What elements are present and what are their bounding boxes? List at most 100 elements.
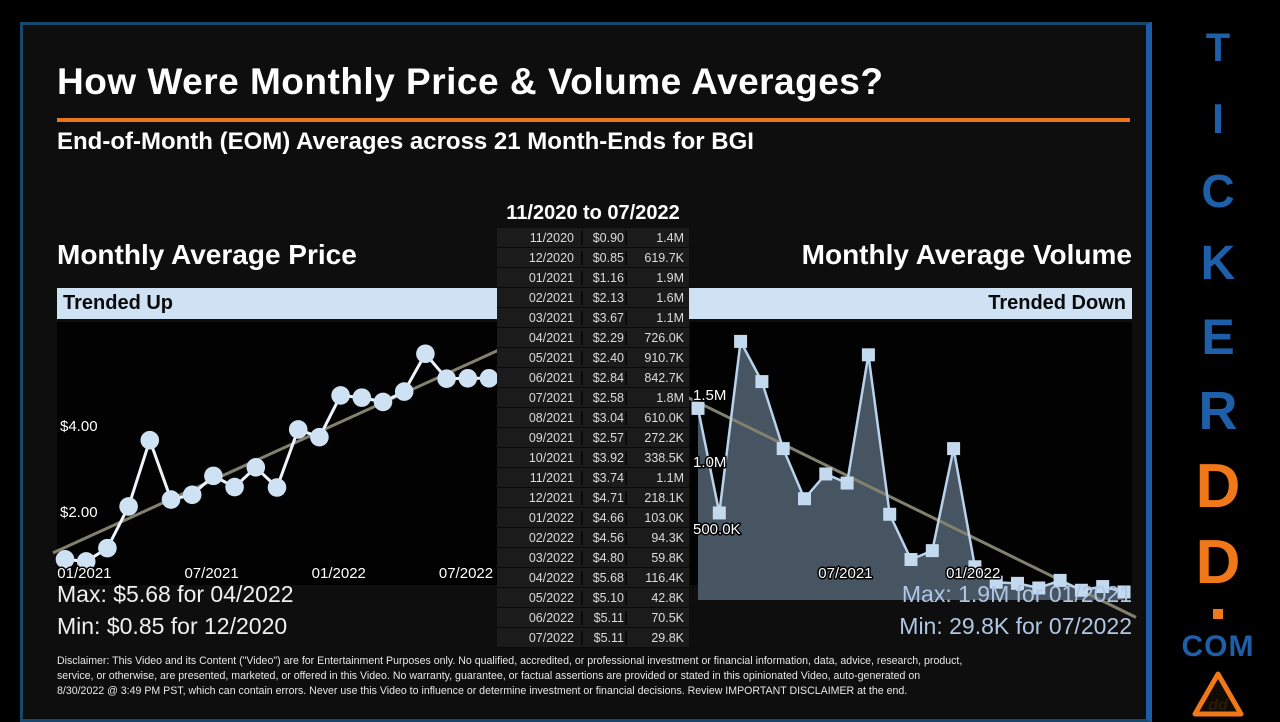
table-row: 02/2021 $2.13 1.6M [497,288,689,307]
brand-letter: T [1205,26,1231,70]
volume-cell: 1.1M [625,470,689,485]
volume-point [819,467,833,481]
disclaimer-line: 8/30/2022 @ 3:49 PM PST, which can conta… [57,684,908,697]
page-subtitle: End-of-Month (EOM) Averages across 21 Mo… [57,128,754,155]
price-x-tick: 01/2021 [57,565,111,582]
volume-y-tick: 500.0K [693,521,741,538]
month-cell: 02/2021 [528,290,574,305]
volume-point [1096,580,1110,594]
trend-down-label: Trended Down [988,292,1126,314]
month-cell: 01/2021 [528,270,574,285]
price-point [373,392,393,412]
eom-table-body: 11/2020 $0.90 1.4M 12/2020 $0.85 619.7K 01/202… [497,228,689,648]
disclaimer-line: Disclaimer: This Video and its Content (… [57,655,963,667]
table-row: 02/2022 $4.56 94.3K [497,528,689,547]
volume-cell: 619.7K [625,250,689,265]
table-row: 05/2022 $5.10 42.8K [497,588,689,607]
month-cell: 02/2022 [528,530,574,545]
volume-point [712,506,726,520]
brand-letter: C [1201,165,1235,217]
table-row: 11/2020 $0.90 1.4M [497,228,689,247]
brand-com-label: COM [1181,630,1255,663]
price-x-tick: 01/2022 [312,565,366,582]
price-cell: $2.57 [581,430,625,445]
price-cell: $1.16 [581,270,625,285]
month-cell: 12/2020 [528,250,574,265]
brand-letter: D [1195,452,1241,521]
price-cell: $2.29 [581,330,625,345]
volume-point [947,442,961,456]
brand-dot [1213,609,1223,619]
warning-triangle-dd-icon: dd [1192,671,1244,717]
price-point [267,478,287,497]
volume-cell: 218.1K [625,490,689,505]
price-cell: $5.11 [581,630,625,645]
volume-area-fill [698,341,1124,600]
trend-up-label: Trended Up [63,292,174,314]
month-cell: 05/2022 [528,590,574,605]
volume-point [1032,581,1046,595]
price-point [437,369,456,388]
volume-cell: 29.8K [625,630,689,645]
price-point [76,552,96,571]
price-cell: $2.13 [581,290,625,305]
table-row: 11/2021 $3.74 1.1M [497,468,689,487]
table-row: 07/2021 $2.58 1.8M [497,388,689,407]
price-y-tick: $2.00 [60,504,98,521]
table-row: 06/2021 $2.84 842.7K [497,368,689,387]
volume-chart-svg: 1.5M 1.0M 500.0K 07/2021 01/2022 [685,334,1137,619]
price-cell: $3.92 [581,450,625,465]
title-divider [57,118,1130,122]
price-point [458,368,478,388]
volume-cell: 338.5K [625,450,689,465]
price-point [479,368,499,388]
price-y-tick: $4.00 [60,418,98,435]
brand-letter: R [1198,381,1238,441]
month-cell: 03/2022 [528,550,574,565]
volume-point [691,401,705,415]
volume-x-tick: 01/2022 [946,565,1000,582]
table-row: 08/2021 $3.04 610.0K [497,408,689,427]
price-cell: $2.58 [581,390,625,405]
price-point [204,466,223,486]
volume-cell: 1.9M [625,270,689,285]
svg-text:dd: dd [1208,697,1229,714]
month-cell: 11/2020 [529,230,574,245]
month-cell: 06/2021 [528,370,574,385]
month-cell: 04/2021 [528,330,574,345]
table-date-range-title: 11/2020 to 07/2022 [506,202,680,224]
volume-cell: 116.4K [625,570,689,585]
volume-cell: 103.0K [625,510,689,525]
volume-min-note: Min: 29.8K for 07/2022 [899,613,1132,639]
volume-point [989,575,1003,589]
volume-point [904,553,918,567]
brand-letter: K [1200,237,1236,290]
price-cell: $5.68 [581,570,625,585]
volume-point [1011,576,1024,590]
price-point [246,457,266,477]
price-point [394,382,414,401]
month-cell: 08/2021 [528,410,574,425]
brand-letter: E [1201,309,1235,365]
table-row: 01/2022 $4.66 103.0K [497,508,689,527]
volume-chart-title: Monthly Average Volume [801,239,1132,270]
price-cell: $3.04 [581,410,625,425]
price-point [310,427,329,447]
table-row: 04/2022 $5.68 116.4K [497,568,689,587]
volume-cell: 1.1M [625,310,689,325]
price-trendline [52,347,502,555]
table-row: 05/2021 $2.40 910.7K [497,348,689,367]
volume-point [755,375,769,389]
price-cell: $0.90 [581,230,625,245]
volume-cell: 94.3K [625,530,689,545]
month-cell: 07/2022 [528,630,574,645]
table-row: 12/2021 $4.71 218.1K [497,488,689,507]
table-row: 06/2022 $5.11 70.5K [497,608,689,627]
volume-point [968,560,982,574]
month-cell: 06/2022 [528,610,574,625]
price-cell: $3.74 [581,470,625,485]
volume-point [925,544,939,558]
table-row: 01/2021 $1.16 1.9M [497,268,689,287]
month-cell: 03/2021 [528,310,574,325]
disclaimer-line: service, or otherwise, are presented, ma… [57,669,921,682]
